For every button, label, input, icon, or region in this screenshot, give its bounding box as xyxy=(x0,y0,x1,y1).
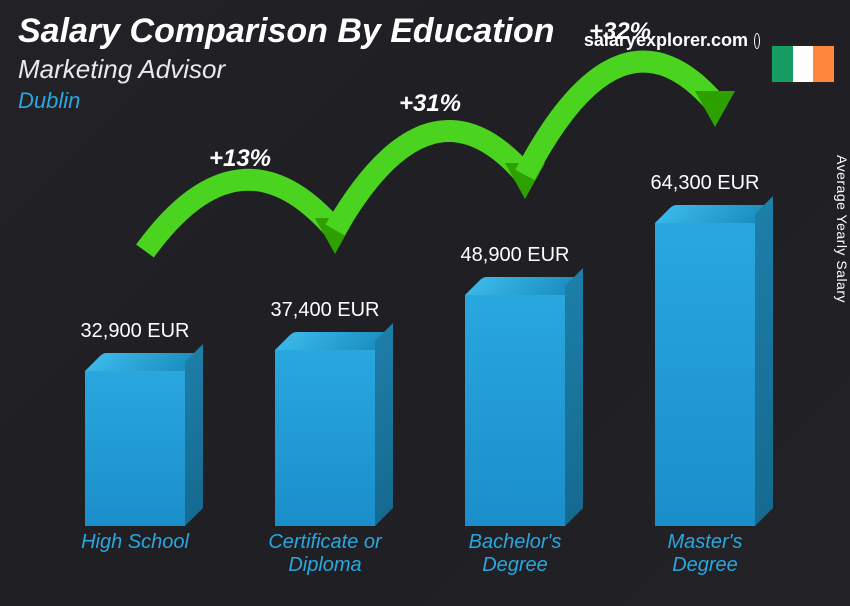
increment-pct-label: +31% xyxy=(399,90,461,117)
bar xyxy=(85,353,185,526)
category-label: Bachelor'sDegree xyxy=(431,531,598,586)
category-label: High School xyxy=(51,531,218,586)
bar-value-label: 48,900 EUR xyxy=(461,244,570,267)
y-axis-label: Average Yearly Salary xyxy=(834,155,850,303)
category-label: Certificate orDiploma xyxy=(241,531,408,586)
globe-icon xyxy=(754,33,760,49)
bar-side-face xyxy=(375,323,393,526)
bar xyxy=(465,277,565,526)
flag-stripe-white xyxy=(793,46,814,82)
location-label: Dublin xyxy=(18,88,80,114)
bar xyxy=(655,205,755,526)
flag-stripe-orange xyxy=(813,46,834,82)
bar-value-label: 37,400 EUR xyxy=(271,299,380,322)
bar-side-face xyxy=(755,196,773,526)
bar-group: 32,900 EUR xyxy=(51,320,218,526)
category-label: Master'sDegree xyxy=(621,531,788,586)
bar-front-face xyxy=(275,350,375,526)
page-title: Salary Comparison By Education xyxy=(18,12,555,51)
chart-area: 32,900 EUR 37,400 EUR 48,900 EUR 64,300 EUR… xyxy=(40,120,800,586)
bar-group: 48,900 EUR xyxy=(431,244,598,526)
bar-group: 37,400 EUR xyxy=(241,299,408,526)
chart-container: Salary Comparison By Education Marketing… xyxy=(0,0,850,606)
country-flag-ireland xyxy=(770,44,836,84)
job-title: Marketing Advisor xyxy=(18,54,225,85)
bar-front-face xyxy=(655,223,755,526)
bar-front-face xyxy=(465,295,565,526)
site-brand: salaryexplorer.com xyxy=(584,30,760,51)
bar-side-face xyxy=(565,268,583,526)
bar-front-face xyxy=(85,371,185,526)
bar xyxy=(275,332,375,526)
bar-value-label: 64,300 EUR xyxy=(651,172,760,195)
category-labels-row: High School Certificate orDiploma Bachelor… xyxy=(40,531,800,586)
bar-value-label: 32,900 EUR xyxy=(81,320,190,343)
bar-side-face xyxy=(185,344,203,526)
bar-group: 64,300 EUR xyxy=(621,172,788,526)
flag-stripe-green xyxy=(772,46,793,82)
site-name: salaryexplorer.com xyxy=(584,30,748,51)
bars-row: 32,900 EUR 37,400 EUR 48,900 EUR 64,300 EUR xyxy=(40,120,800,526)
